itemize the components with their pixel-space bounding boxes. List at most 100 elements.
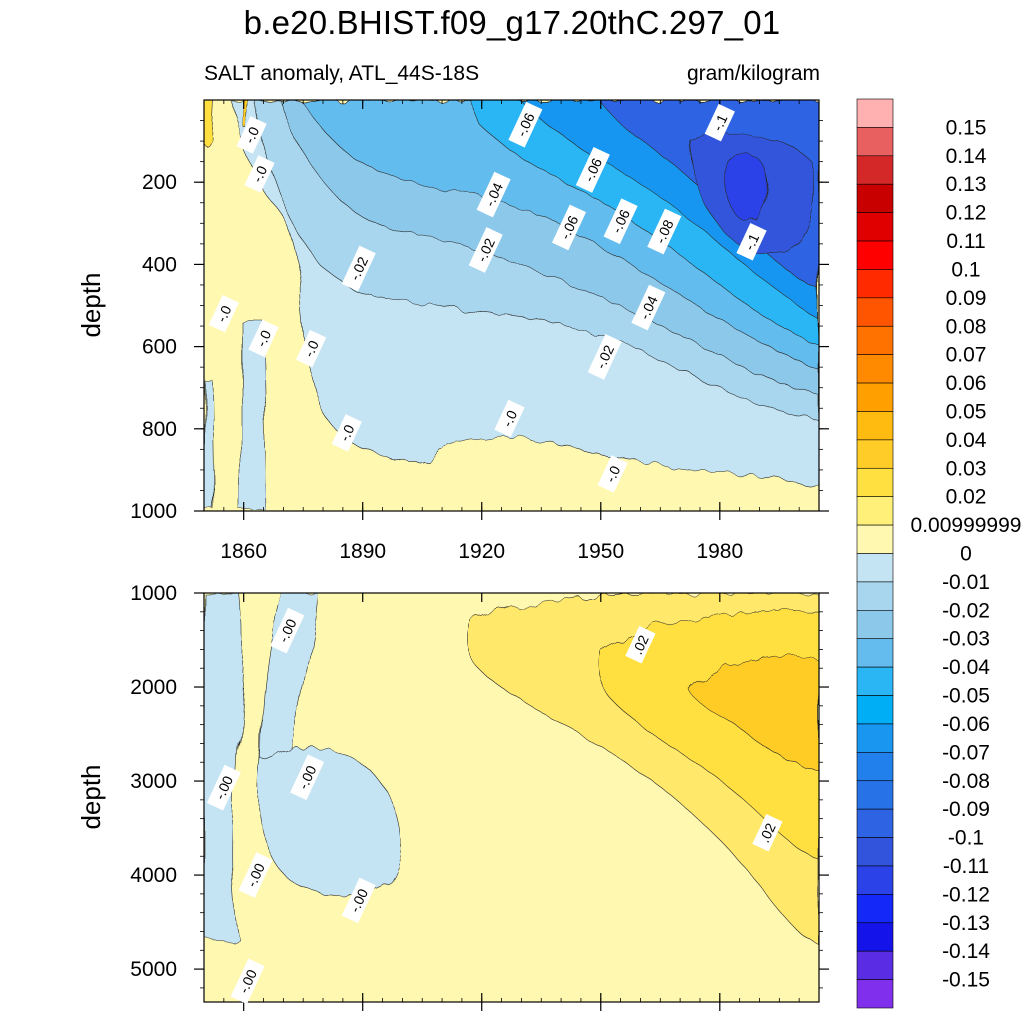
- y-tick-label-lower: 4000: [130, 864, 177, 887]
- colorbar-swatch: [856, 269, 894, 299]
- colorbar-label: -0.1: [948, 827, 984, 850]
- contour-label-box: [244, 155, 275, 193]
- contour-label-box: [625, 625, 656, 664]
- chart-title: b.e20.BHIST.f09_g17.20thC.297_01: [243, 4, 781, 41]
- contour-label-box: [575, 147, 610, 193]
- contour-label-box: [331, 414, 362, 452]
- colorbar-swatch: [856, 553, 894, 583]
- contour-label-text: -.0: [336, 422, 357, 444]
- x-tick-label: 1980: [696, 540, 743, 563]
- colorbar-label: -0.05: [942, 685, 990, 708]
- contour-label: -.0: [494, 399, 525, 438]
- contour-label: -.0: [236, 116, 267, 154]
- contour-label: -.0: [295, 329, 327, 368]
- contour-label-text: -.0: [499, 408, 520, 430]
- contour-label: -.0: [331, 414, 362, 452]
- colorbar-label: 0.06: [946, 372, 987, 395]
- colorbar-label: -0.08: [942, 770, 990, 793]
- contour-label: -.00: [230, 958, 265, 1005]
- chart-subtitle-units: gram/kilogram: [686, 62, 820, 85]
- contour-label-text: .02: [629, 632, 652, 657]
- upper-axes: 1860 1890 1920 1950 1980 200 400 600 800 1000: [130, 100, 829, 563]
- y-tick-label-lower: 2000: [130, 676, 177, 699]
- y-tick-label: 1000: [130, 500, 177, 523]
- contour-label-text: -.0: [241, 124, 262, 146]
- colorbar-label: -0.04: [942, 656, 990, 679]
- colorbar-label: 0.11: [946, 230, 985, 253]
- y-tick-label: 800: [142, 418, 177, 441]
- contour-label-box: [736, 223, 767, 261]
- colorbar-swatch: [856, 297, 894, 327]
- colorbar-label: -0.02: [942, 599, 990, 622]
- contour-label-box: [290, 754, 325, 801]
- contour-label-box: [494, 399, 525, 438]
- contour-label: -.0: [208, 294, 239, 333]
- contour-label-box: [597, 455, 628, 493]
- contour-label: -.1: [704, 103, 735, 142]
- colorbar-swatch: [856, 979, 894, 1009]
- colorbar-label: -0.11: [943, 855, 989, 878]
- colorbar-swatch: [856, 610, 894, 640]
- lower-y-axis-label: depth: [76, 764, 106, 829]
- contour-label-box: [603, 198, 638, 245]
- colorbar-label: 0.14: [946, 145, 987, 168]
- colorbar-swatch: [856, 808, 894, 838]
- contour-label-text: -.0: [213, 303, 234, 325]
- colorbar-label: -0.07: [942, 741, 990, 764]
- contour-label-text: -.0: [249, 163, 270, 185]
- x-tick-label: 1860: [220, 540, 267, 563]
- contour-label-box: [295, 329, 327, 368]
- contour-label-box: [238, 852, 273, 898]
- contour-label-box: [270, 607, 305, 654]
- contour-label-text: -.0: [253, 327, 274, 349]
- colorbar-swatch: [856, 780, 894, 810]
- colorbar-label: 0.12: [946, 202, 987, 225]
- colorbar-swatch: [856, 183, 894, 213]
- colorbar-label: 0.04: [946, 429, 987, 452]
- colorbar-label: 0.05: [946, 400, 987, 423]
- colorbar-swatch: [856, 894, 894, 924]
- contour-label-text: -.0: [602, 463, 623, 485]
- lower-axes: 1000 2000 3000 4000 5000: [130, 582, 829, 1011]
- colorbar-label: -0.14: [942, 940, 990, 963]
- x-tick-label: 1890: [339, 540, 386, 563]
- chart-subtitle-variable: SALT anomaly, ATL_44S-18S: [204, 62, 480, 85]
- y-tick-label: 200: [142, 171, 177, 194]
- contour-label: -.04: [476, 171, 511, 218]
- colorbar-label: -0.03: [942, 628, 990, 651]
- y-tick-label: 400: [142, 253, 177, 276]
- upper-y-axis-label: depth: [76, 272, 106, 337]
- colorbar-swatch: [856, 127, 894, 157]
- contour-label: -.04: [631, 284, 666, 331]
- lower-plot-frame: [203, 592, 820, 1003]
- x-tick-label: 1950: [577, 540, 624, 563]
- contour-label-box: [704, 103, 735, 142]
- colorbar-label: -0.13: [942, 912, 990, 935]
- colorbar-swatch: [856, 723, 894, 753]
- y-tick-label-lower: 1000: [130, 582, 177, 605]
- contour-label-box: [341, 877, 376, 924]
- colorbar-swatch: [856, 240, 894, 270]
- colorbar-label: 0: [960, 543, 972, 566]
- contour-label-box: [752, 814, 783, 852]
- contour-label-box: [552, 204, 587, 251]
- colorbar-swatch: [856, 638, 894, 668]
- colorbar-swatch: [856, 950, 894, 980]
- contour-label: .02: [625, 625, 656, 664]
- contour-label-box: [248, 319, 279, 358]
- colorbar-swatch: [856, 155, 894, 185]
- contour-label: -.0: [597, 455, 628, 493]
- contour-label: -.0: [248, 319, 279, 358]
- contour-label-box: [230, 958, 265, 1005]
- colorbar-label: -0.06: [942, 713, 990, 736]
- colorbar-swatch: [856, 439, 894, 469]
- colorbar-label: -0.12: [942, 883, 990, 906]
- contour-label-text: -.1: [741, 231, 762, 253]
- colorbar-swatch: [856, 496, 894, 526]
- contour-label: .02: [752, 814, 783, 852]
- colorbar-label: 0.00999999: [911, 514, 1022, 537]
- contour-label-box: [468, 227, 503, 273]
- colorbar-swatch: [856, 695, 894, 725]
- colorbar-label: -0.15: [942, 969, 990, 992]
